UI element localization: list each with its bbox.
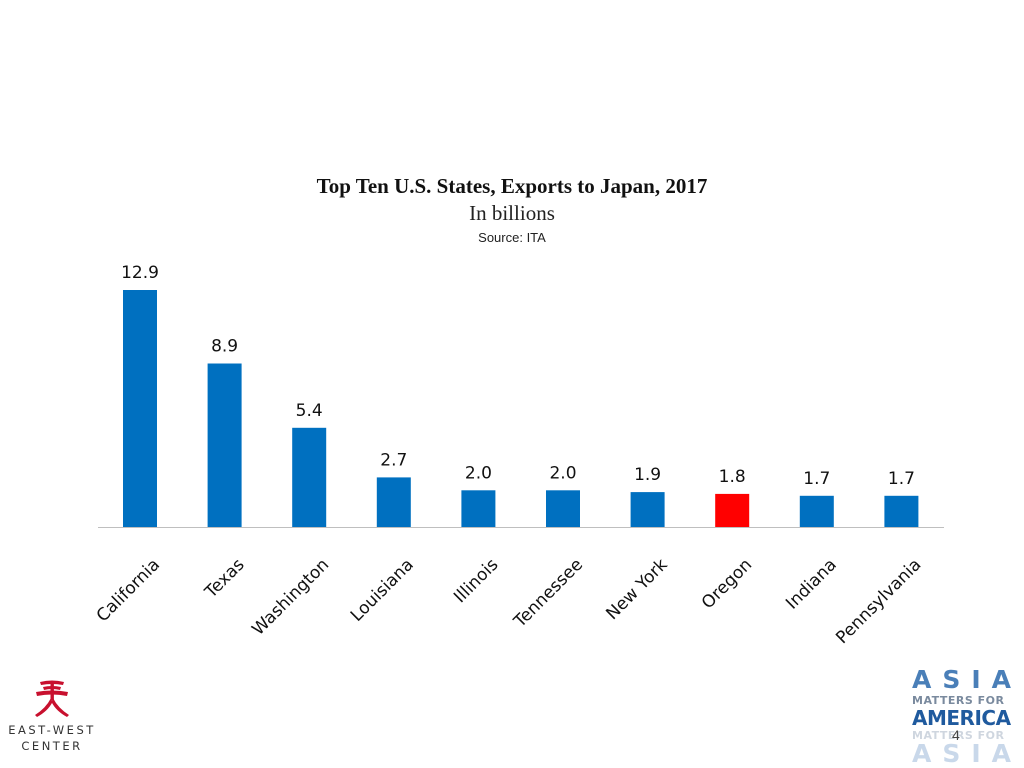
ama-matters-for-top: MATTERS FOR	[912, 694, 1005, 707]
value-label-illinois: 2.0	[465, 463, 492, 483]
value-label-tennessee: 2.0	[549, 463, 576, 483]
page-number: 4	[952, 727, 960, 743]
bar-pennsylvania	[884, 495, 919, 527]
bar-oregon	[715, 493, 750, 527]
ama-matters-for-bottom: MATTERS FOR	[912, 729, 1005, 742]
category-label-louisiana: Louisiana	[347, 555, 418, 626]
category-label-indiana: Indiana	[782, 555, 841, 614]
category-label-pennsylvania: Pennsylvania	[832, 555, 925, 648]
east-west-center-line1: EAST-WEST	[8, 723, 96, 737]
category-label-tennessee: Tennessee	[510, 555, 588, 633]
category-label-oregon: Oregon	[698, 555, 756, 613]
value-label-louisiana: 2.7	[380, 450, 407, 470]
value-label-oregon: 1.8	[719, 467, 746, 487]
category-label-illinois: Illinois	[450, 555, 502, 607]
category-label-california: California	[93, 555, 164, 626]
east-west-center-line2: CENTER	[21, 739, 83, 753]
chart-title: Top Ten U.S. States, Exports to Japan, 2…	[316, 174, 708, 198]
chart-source: Source: ITA	[478, 230, 546, 245]
bar-california	[123, 290, 157, 527]
ama-america: AMERICA	[912, 706, 1011, 730]
category-label-new-york: New York	[602, 555, 671, 624]
bar-louisiana	[376, 477, 411, 527]
ama-asia-bottom: ASIA	[912, 739, 1023, 768]
value-label-texas: 8.9	[211, 337, 238, 357]
east-west-center-logo: EAST-WEST CENTER	[6, 678, 98, 758]
value-label-california: 12.9	[121, 263, 159, 283]
bar-texas	[207, 363, 242, 527]
chart-title-block: Top Ten U.S. States, Exports to Japan, 2…	[0, 172, 1024, 249]
chart-subtitle: In billions	[469, 201, 555, 225]
category-label-washington: Washington	[248, 555, 333, 640]
ama-asia-top: ASIA	[912, 665, 1023, 694]
bar-tennessee	[546, 490, 580, 527]
bar-washington	[292, 427, 327, 527]
category-label-texas: Texas	[201, 555, 249, 603]
bar-illinois	[461, 490, 496, 527]
bar-new-york	[630, 492, 665, 527]
value-label-pennsylvania: 1.7	[888, 469, 915, 489]
bar-indiana	[799, 495, 834, 527]
value-label-indiana: 1.7	[803, 469, 830, 489]
value-label-washington: 5.4	[296, 401, 323, 421]
east-west-center-emblem-icon	[35, 680, 69, 717]
asia-matters-for-america-logo: ASIA MATTERS FOR AMERICA MATTERS FOR ASI…	[912, 665, 1023, 768]
value-label-new-york: 1.9	[634, 465, 661, 485]
